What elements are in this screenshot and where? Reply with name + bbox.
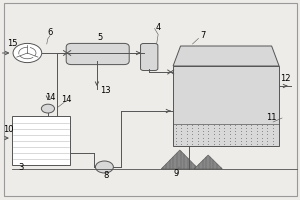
FancyBboxPatch shape xyxy=(140,44,158,71)
Text: 8: 8 xyxy=(103,171,109,180)
Polygon shape xyxy=(173,46,279,66)
Text: 6: 6 xyxy=(48,28,53,37)
Text: 15: 15 xyxy=(7,39,17,48)
Text: 10: 10 xyxy=(3,125,13,134)
Text: 7: 7 xyxy=(200,31,205,40)
Polygon shape xyxy=(161,150,199,169)
Text: 14: 14 xyxy=(45,93,56,102)
Bar xyxy=(12,116,70,165)
Polygon shape xyxy=(194,155,222,169)
Bar xyxy=(173,66,279,146)
Text: 5: 5 xyxy=(97,33,102,42)
Text: 9: 9 xyxy=(173,169,178,178)
Text: 4: 4 xyxy=(155,23,160,32)
Text: 14: 14 xyxy=(61,95,72,104)
Circle shape xyxy=(95,161,113,173)
Text: 13: 13 xyxy=(100,86,111,95)
Text: 12: 12 xyxy=(280,74,290,83)
Text: 3: 3 xyxy=(18,163,23,172)
Circle shape xyxy=(13,43,42,63)
FancyBboxPatch shape xyxy=(66,43,129,65)
Text: 11: 11 xyxy=(266,113,276,122)
Circle shape xyxy=(41,104,55,113)
